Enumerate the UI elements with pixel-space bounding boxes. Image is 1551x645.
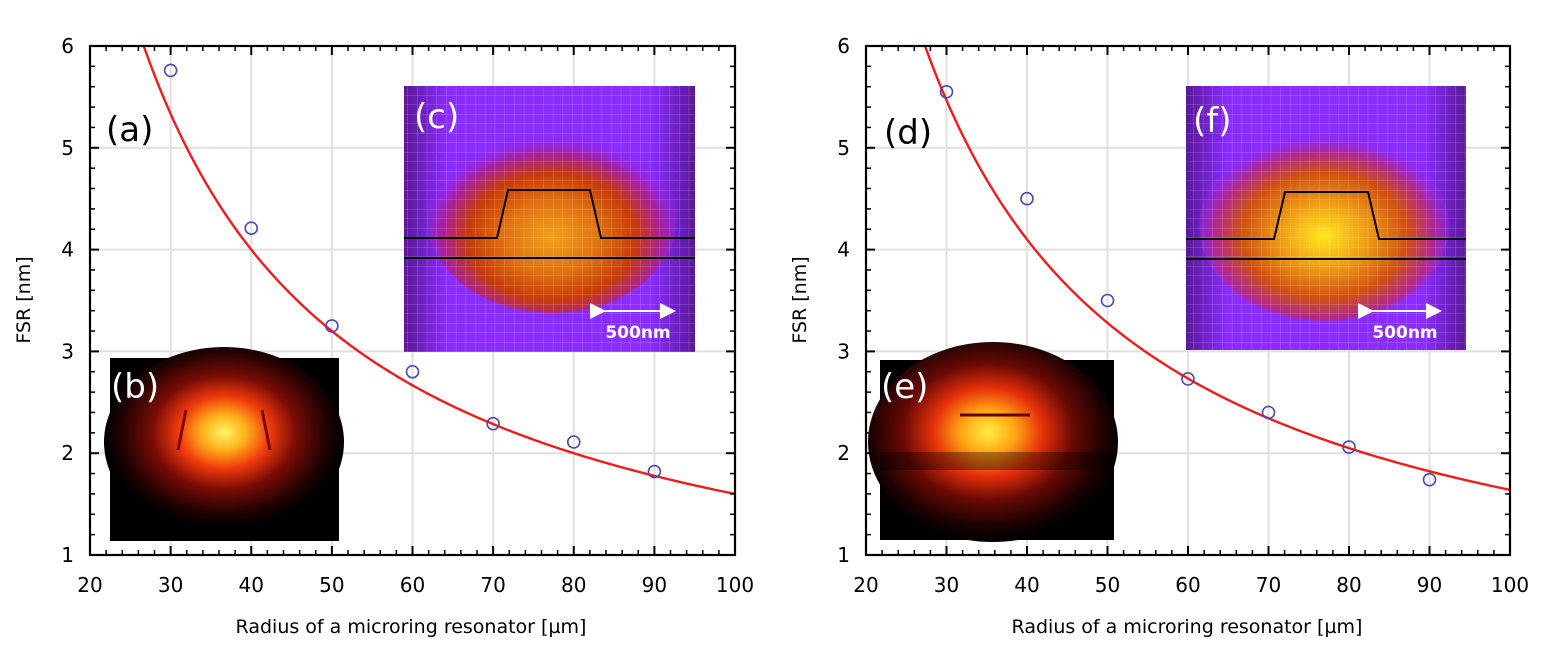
fit-curve-layer-a xyxy=(142,45,736,496)
data-point xyxy=(1181,372,1195,386)
y-axis-label-a: FSR [nm] xyxy=(13,256,35,343)
inset-c-mode-grid: 500nm (c) xyxy=(404,86,695,352)
x-axis-label-d: Radius of a microring resonator [µm] xyxy=(1012,616,1363,638)
x-tick-label: 90 xyxy=(642,573,667,597)
y-tick-label: 3 xyxy=(61,339,74,363)
x-tick-label: 20 xyxy=(853,573,878,597)
x-tick-label: 50 xyxy=(319,573,344,597)
data-point xyxy=(1020,191,1034,206)
data-point xyxy=(1261,405,1276,420)
x-tick-label: 80 xyxy=(1336,573,1361,597)
data-point xyxy=(486,416,500,431)
scale-bar-label-c: 500nm xyxy=(605,323,670,343)
x-tick-label: 30 xyxy=(158,573,183,597)
y-tick-label: 1 xyxy=(61,543,74,567)
y-tick-label: 3 xyxy=(837,339,850,363)
data-point xyxy=(566,435,581,449)
panel-label-d: (d) xyxy=(884,113,932,153)
inset-b-mode-profile: (b) xyxy=(104,347,344,541)
markers-layer-d xyxy=(939,85,1437,487)
y-tick-label: 4 xyxy=(837,238,850,262)
y-tick-label: 5 xyxy=(61,136,74,160)
x-tick-label: 20 xyxy=(77,573,102,597)
x-tick-label: 100 xyxy=(716,573,754,597)
panel-label-a: (a) xyxy=(106,110,153,150)
panel-label-c: (c) xyxy=(414,97,459,137)
data-point xyxy=(325,319,339,333)
panel-label-e: (e) xyxy=(881,367,928,407)
data-point xyxy=(1422,472,1437,487)
x-tick-label: 70 xyxy=(480,573,505,597)
y-tick-label: 6 xyxy=(61,34,74,58)
axes-frame-a: 20 30 40 50 60 70 80 90 100 1 2 3 4 5 6 xyxy=(61,34,754,597)
fit-curve xyxy=(923,45,1511,492)
data-point xyxy=(163,63,178,78)
waveguide-outline-c xyxy=(404,189,695,239)
data-point xyxy=(244,221,259,236)
data-point xyxy=(405,364,420,379)
chart-panel-d: 500nm (f) (e) (d) 20 30 40 50 60 70 80 90 100 1 2 3… xyxy=(789,34,1529,638)
x-tick-label: 100 xyxy=(1491,573,1529,597)
x-tick-label: 40 xyxy=(239,573,264,597)
scale-bar-label-f: 500nm xyxy=(1372,323,1437,343)
x-tick-label: 80 xyxy=(561,573,586,597)
x-tick-label: 50 xyxy=(1095,573,1120,597)
panel-label-f: (f) xyxy=(1193,101,1232,141)
markers-layer-a xyxy=(163,63,662,479)
fit-curve-layer-d xyxy=(923,45,1511,492)
axes-frame-d: 20 30 40 50 60 70 80 90 100 1 2 3 4 5 6 xyxy=(837,34,1529,597)
y-tick-label: 2 xyxy=(61,441,74,465)
x-tick-label: 30 xyxy=(934,573,959,597)
chart-panel-a: 500nm (c) (b) (a) 20 30 40 50 60 70 80 90 100 1 2 3… xyxy=(13,34,754,638)
inset-f-mode-grid: 500nm (f) xyxy=(1186,86,1466,350)
y-tick-label: 4 xyxy=(61,238,74,262)
fit-curve xyxy=(142,45,736,496)
inset-e-mode-profile: (e) xyxy=(868,342,1118,542)
x-tick-label: 40 xyxy=(1014,573,1039,597)
x-tick-label: 90 xyxy=(1417,573,1442,597)
y-axis-label-d: FSR [nm] xyxy=(789,256,811,343)
y-tick-label: 5 xyxy=(837,136,850,160)
x-tick-label: 60 xyxy=(1175,573,1200,597)
data-point xyxy=(647,464,662,479)
x-tick-label: 70 xyxy=(1256,573,1281,597)
data-point xyxy=(1100,293,1115,308)
data-point xyxy=(1342,440,1356,454)
panel-label-b: (b) xyxy=(111,367,159,407)
y-tick-label: 2 xyxy=(837,441,850,465)
waveguide-outline-f xyxy=(1186,191,1466,240)
x-tick-label: 60 xyxy=(400,573,425,597)
y-tick-label: 6 xyxy=(837,34,850,58)
y-tick-label: 1 xyxy=(837,543,850,567)
data-point xyxy=(939,85,954,99)
x-axis-label-a: Radius of a microring resonator [µm] xyxy=(236,616,587,638)
